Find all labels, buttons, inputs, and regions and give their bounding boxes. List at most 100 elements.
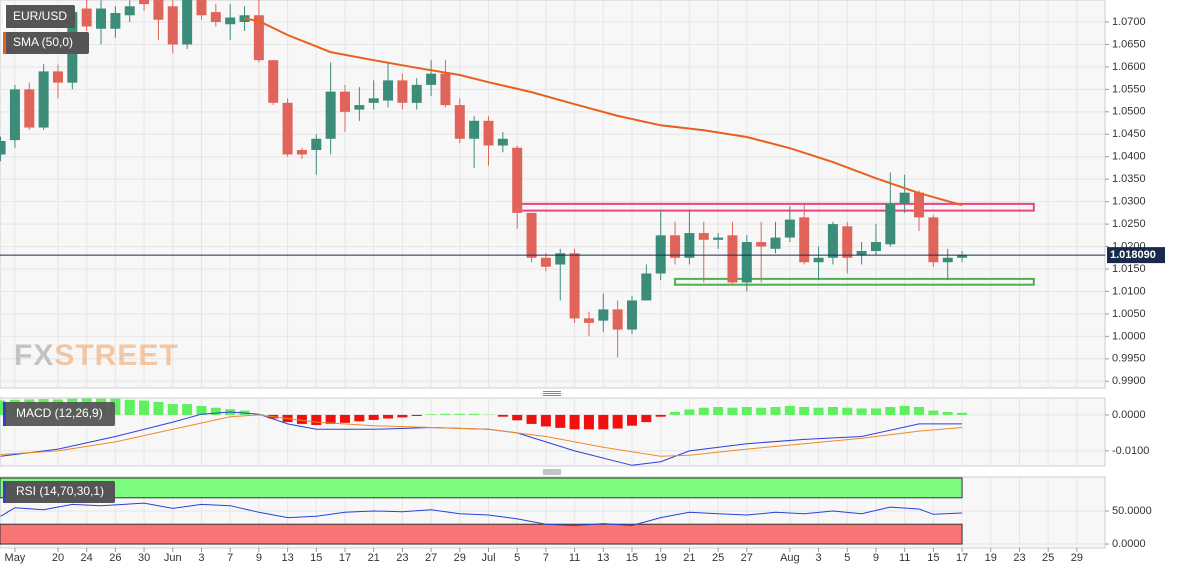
rsi-label: RSI (14,70,30,1) <box>16 484 104 498</box>
candle-body <box>741 242 752 283</box>
zone <box>674 277 1035 286</box>
histogram-bar <box>411 414 422 416</box>
candle-body <box>813 257 824 263</box>
candle-body <box>110 13 121 29</box>
y-tick-label: 1.0400 <box>1112 151 1146 163</box>
macd-plot <box>0 398 1105 466</box>
candle-body <box>81 8 92 27</box>
histogram-bar <box>827 406 838 415</box>
watermark-fx: FX <box>14 339 54 372</box>
symbol-box[interactable] <box>3 5 75 28</box>
y-tick-label: 1.0250 <box>1112 218 1146 230</box>
sma-box[interactable] <box>3 32 89 54</box>
histogram-bar <box>454 413 465 415</box>
axes: 0.9900 0.9950 1.0000 1.0050 1.0100 1.0150 1.02… <box>5 16 1165 564</box>
histogram-bar <box>440 413 451 415</box>
y-tick-label: 0.0000 <box>1112 538 1146 550</box>
candle-body <box>325 91 336 139</box>
candle-body <box>0 141 6 155</box>
candle-body <box>253 15 264 61</box>
histogram-bar <box>756 407 767 415</box>
price-plot <box>0 0 1105 388</box>
y-tick-label: 0.9900 <box>1112 375 1146 387</box>
histogram-bar <box>799 406 810 415</box>
x-tick-label: 21 <box>683 552 695 564</box>
candle-body <box>440 73 451 106</box>
candle-body <box>540 257 551 267</box>
candle-body <box>698 233 709 240</box>
histogram-bar <box>196 405 207 415</box>
x-tick-label: 11 <box>899 552 910 564</box>
candle-body <box>670 235 681 258</box>
candle-body <box>799 217 810 263</box>
candle-body <box>641 273 652 301</box>
candle-body <box>368 98 379 103</box>
candle-body <box>928 217 939 263</box>
candle-body <box>827 224 838 258</box>
candle-body <box>411 84 422 103</box>
candle-body <box>268 60 279 103</box>
candle-body <box>885 203 896 245</box>
candle-body <box>942 257 953 263</box>
candle-body <box>497 138 508 146</box>
x-tick-label: 15 <box>626 552 638 564</box>
histogram-bar <box>684 409 695 415</box>
histogram-bar <box>383 414 394 419</box>
histogram-bar <box>325 414 336 424</box>
candle-body <box>583 318 594 323</box>
x-tick-label: 27 <box>741 552 753 564</box>
histogram-bar <box>627 414 638 426</box>
x-tick-label: 19 <box>985 552 997 564</box>
candle-body <box>9 89 20 141</box>
histogram-bar <box>569 414 580 430</box>
histogram-bar <box>885 406 896 415</box>
panel-handle[interactable] <box>543 391 561 396</box>
y-tick-label: 1.0350 <box>1112 173 1146 185</box>
rsi-plot <box>0 477 1105 548</box>
y-tick-label: 1.0600 <box>1112 61 1146 73</box>
histogram-bar <box>641 414 652 423</box>
macd-box[interactable] <box>3 402 115 426</box>
x-tick-label: 3 <box>815 552 821 564</box>
histogram-bar <box>842 407 853 415</box>
y-tick-label: 1.0450 <box>1112 128 1146 140</box>
y-tick-label: 0.9950 <box>1112 353 1146 365</box>
rsi-box-edge <box>3 481 6 503</box>
rsi-box[interactable] <box>3 481 115 503</box>
symbol-box-edge <box>3 5 6 28</box>
histogram-bar <box>469 413 480 415</box>
candle-body <box>914 192 925 218</box>
candle-body <box>483 120 494 146</box>
candle-body <box>225 17 236 25</box>
histogram-bar <box>497 414 508 417</box>
histogram-bar <box>311 414 322 425</box>
candle-body <box>124 6 135 16</box>
histogram-bar <box>698 407 709 415</box>
histogram-bar <box>397 414 408 418</box>
indicator-line <box>0 502 963 527</box>
histogram-bar <box>354 414 365 422</box>
x-tick-label: 27 <box>425 552 437 564</box>
y-tick-label: 1.0000 <box>1112 330 1146 342</box>
macd-panel <box>0 397 1106 467</box>
x-tick-label: 3 <box>198 552 204 564</box>
candle-body <box>339 91 350 112</box>
y-tick-label: 1.0550 <box>1112 83 1146 95</box>
y-tick-label: 1.0700 <box>1112 16 1146 28</box>
histogram-bar <box>182 404 193 415</box>
candle-body <box>52 71 63 83</box>
candle-body <box>210 12 221 23</box>
candle-body <box>383 80 394 101</box>
histogram-bar <box>526 414 537 424</box>
x-tick-label: 9 <box>256 552 262 564</box>
last-price-box <box>1107 247 1165 264</box>
panel-handle[interactable] <box>543 469 561 475</box>
histogram-bar <box>713 406 724 415</box>
candle-body <box>454 105 465 139</box>
candle-body <box>311 138 322 150</box>
candle-body <box>842 226 853 258</box>
histogram-bar <box>339 414 350 423</box>
x-tick-label: 23 <box>396 552 408 564</box>
x-tick-label: 17 <box>339 552 351 564</box>
